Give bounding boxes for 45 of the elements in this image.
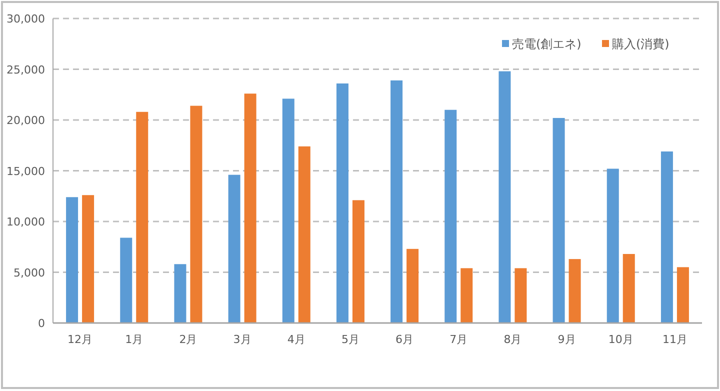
bar bbox=[498, 71, 511, 323]
bar bbox=[244, 94, 256, 323]
x-tick-label: 7月 bbox=[450, 333, 468, 346]
bar bbox=[406, 248, 419, 323]
bar bbox=[336, 83, 348, 323]
bar bbox=[174, 264, 186, 323]
y-tick-label: 15,000 bbox=[6, 164, 45, 178]
bar bbox=[676, 267, 689, 323]
bar bbox=[514, 268, 527, 323]
y-tick-label: 25,000 bbox=[6, 63, 45, 76]
x-tick-label: 12月 bbox=[68, 333, 93, 346]
bar bbox=[82, 195, 94, 323]
bar bbox=[390, 80, 403, 323]
y-tick-label: 30,000 bbox=[6, 12, 45, 26]
bar bbox=[552, 118, 565, 323]
bar bbox=[298, 146, 310, 323]
x-tick-label: 2月 bbox=[179, 333, 198, 346]
bar bbox=[660, 151, 673, 323]
legend-label: 購入(消費) bbox=[612, 37, 670, 51]
bar bbox=[136, 112, 148, 323]
bar bbox=[444, 110, 457, 323]
bar bbox=[282, 98, 294, 323]
x-tick-label: 6月 bbox=[396, 333, 414, 346]
bar bbox=[120, 238, 132, 323]
bar bbox=[568, 259, 581, 323]
x-tick-label: 1月 bbox=[125, 333, 144, 346]
x-tick-label: 4月 bbox=[287, 333, 306, 346]
x-tick-label: 10月 bbox=[608, 333, 634, 346]
x-tick-label: 8月 bbox=[504, 333, 522, 346]
legend-label: 売電(創エネ) bbox=[512, 37, 582, 51]
bar bbox=[622, 254, 635, 323]
x-tick-label: 11月 bbox=[662, 333, 688, 346]
bar bbox=[66, 197, 78, 323]
bar bbox=[190, 106, 202, 323]
y-tick-label: 20,000 bbox=[6, 114, 45, 127]
y-tick-label: 5,000 bbox=[14, 266, 45, 280]
bar bbox=[606, 168, 619, 323]
bar bbox=[460, 268, 473, 323]
y-tick-label: 0 bbox=[38, 317, 45, 330]
bar bbox=[228, 174, 240, 323]
bar bbox=[352, 200, 364, 323]
x-tick-label: 9月 bbox=[558, 333, 576, 346]
x-tick-label: 5月 bbox=[341, 333, 360, 346]
y-tick-label: 10,000 bbox=[6, 216, 45, 228]
x-tick-label: 3月 bbox=[233, 333, 252, 346]
